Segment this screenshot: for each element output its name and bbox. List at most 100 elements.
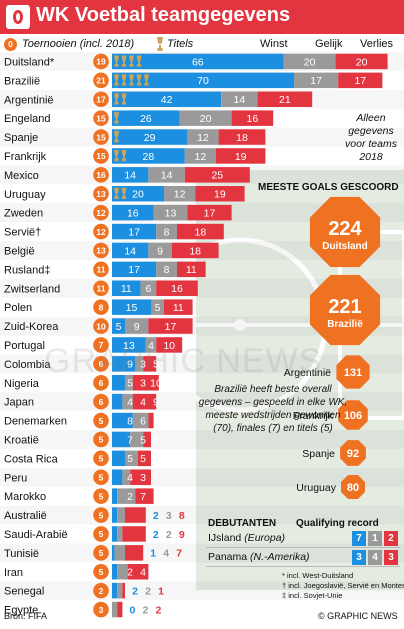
tournaments-badge: [93, 204, 109, 221]
bar-value-label: 20: [356, 56, 368, 68]
bar-value-label: 17: [128, 264, 140, 276]
title-trophy-icon: [121, 187, 127, 200]
bar-value-label: 4: [127, 396, 133, 408]
legend-titles: Titels: [167, 38, 194, 50]
tournaments-value: 16: [96, 170, 106, 180]
source-credit: Bron: FIFA: [4, 611, 48, 621]
tournaments-value: 15: [96, 151, 106, 161]
bar-segment-gelijk: [117, 526, 123, 542]
tournaments-value: 6: [99, 397, 104, 407]
qualifying-heading: Qualifying record: [296, 518, 379, 529]
bar-segment-gelijk: [179, 110, 232, 126]
bar-value-label: 3: [140, 359, 146, 371]
bar-segment-gelijk: [130, 431, 144, 448]
bar-segment-verlies: [127, 564, 149, 580]
bar-value-label: 17: [128, 226, 140, 238]
team-label: Zuid-Korea: [4, 321, 59, 333]
bar-value-label: 5: [127, 453, 133, 465]
tournaments-value: 5: [99, 548, 104, 558]
bar-segment-winst: [112, 337, 146, 353]
team-label: Saudi-Arabië: [4, 529, 68, 541]
bar-segment-winst: [112, 223, 157, 240]
tournaments-badge: [93, 53, 109, 70]
footnote-2: † incl. Joegoslavië, Servië en Montenegr…: [282, 581, 404, 590]
bar-value-label: 7: [153, 491, 159, 503]
tournaments-badge: [93, 393, 109, 410]
tournaments-badge: [93, 318, 109, 334]
debutant-row: Panama (N.-Amerika) 3 4 3: [206, 549, 400, 567]
bar-segment-verlies: [125, 507, 146, 523]
title-trophy-icon: [114, 149, 119, 162]
title-trophy-icon: [121, 74, 127, 86]
bar-value-label: 25: [211, 170, 223, 182]
bar-value-label: 14: [234, 94, 246, 106]
bar-value-label: 6: [140, 415, 146, 427]
bar-value-label: 12: [197, 132, 209, 144]
bar-segment-gelijk: [125, 450, 138, 467]
tournaments-value: 5: [99, 416, 104, 426]
title-bar: WK Voetbal teamgegevens: [0, 0, 404, 34]
bar-value-label: 3: [153, 434, 159, 446]
tournaments-badge: [93, 374, 109, 391]
legend-draws: Gelijk: [315, 38, 343, 50]
bar-value-label: 8: [179, 510, 185, 522]
bar-value-label: 26: [140, 113, 152, 125]
bar-segment-gelijk: [135, 356, 144, 372]
bar-value-label: 16: [171, 283, 183, 295]
title-trophy-icon: [144, 74, 149, 86]
bar-segment-gelijk: [145, 337, 157, 353]
bar-value-label: 20: [132, 189, 144, 201]
bar-value-label: 2: [132, 585, 138, 597]
goals-team: Duitsland: [322, 241, 368, 252]
bar-segment-verlies: [231, 110, 274, 126]
note-2018: Alleen gegevens voor teams 2018: [345, 112, 397, 163]
bar-segment-verlies: [148, 318, 193, 334]
tournaments-value: 15: [96, 132, 106, 142]
bar-value-label: 16: [247, 113, 259, 125]
bar-segment-verlies: [148, 412, 154, 429]
bar-value-label: 5: [116, 321, 122, 333]
bar-value-label: 11: [186, 264, 197, 276]
bar-segment-verlies: [171, 242, 219, 259]
tournaments-badge: [93, 110, 109, 126]
tournaments-badge: [93, 488, 109, 504]
bar-segment-winst: [112, 488, 118, 504]
bar-segment-gelijk: [294, 72, 339, 89]
bar-segment-verlies: [257, 91, 313, 107]
bar-segment-winst: [112, 204, 154, 221]
tournaments-badge: [93, 280, 109, 297]
tournaments-value: 3: [99, 605, 104, 615]
bar-value-label: 8: [127, 415, 133, 427]
bar-segment-gelijk: [151, 299, 164, 315]
tournaments-badge: [93, 431, 109, 448]
bar-value-label: 10: [150, 378, 162, 390]
title-trophy-icon: [114, 93, 119, 105]
team-label: Denemarken: [4, 416, 67, 428]
bar-segment-winst: [112, 299, 151, 315]
bar-value-label: 18: [189, 245, 201, 257]
goals-value: 92: [347, 448, 359, 460]
tournaments-badge: [93, 601, 109, 618]
bar-value-label: 66: [192, 56, 204, 68]
bar-segment-verlies: [132, 375, 159, 391]
bar-value-label: 21: [279, 94, 291, 106]
team-label: Engeland: [4, 113, 51, 125]
bar-value-label: 2: [127, 567, 133, 579]
bar-segment-winst: [112, 526, 118, 542]
bar-segment-winst: [112, 431, 131, 448]
team-label: Frankrijk: [4, 151, 47, 163]
bar-segment-winst: [112, 53, 284, 70]
bar-segment-verlies: [130, 469, 151, 485]
bar-value-label: 3: [166, 510, 172, 522]
bar-segment-gelijk: [117, 507, 125, 523]
debutant-row: IJsland (Europa) 7 1 2: [206, 530, 400, 548]
bar-value-label: 1: [150, 548, 156, 560]
team-label: Portugal: [4, 340, 45, 352]
team-label: Kroatië: [4, 434, 39, 446]
qualifying-wins: 7: [352, 531, 366, 546]
page-title: WK Voetbal teamgegevens: [36, 4, 291, 26]
qualifying-draws: 4: [368, 550, 382, 565]
bar-segment-verlies: [338, 72, 383, 89]
title-trophy-icon: [114, 55, 119, 67]
tournaments-badge: [93, 261, 109, 278]
